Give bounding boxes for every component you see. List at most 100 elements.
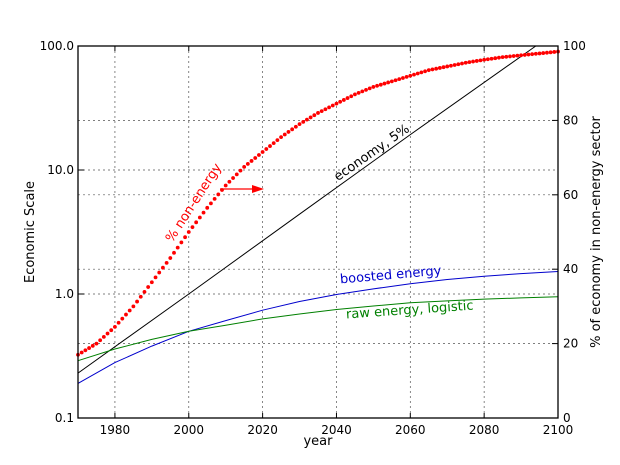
y-tick-label-left: 100.0 xyxy=(40,39,74,53)
non-energy-point xyxy=(105,331,110,336)
non-energy-point xyxy=(519,53,523,58)
plot-frame xyxy=(77,45,559,419)
non-energy-point xyxy=(397,77,402,82)
non-energy-point xyxy=(548,50,553,55)
non-energy-point xyxy=(172,250,176,255)
non-energy-point xyxy=(471,59,475,64)
non-energy-point xyxy=(360,89,365,94)
non-energy-point xyxy=(308,115,313,120)
non-energy-point xyxy=(378,82,383,87)
non-energy-point xyxy=(138,294,143,299)
y-tick-label-right: 40 xyxy=(563,262,578,276)
non-energy-point xyxy=(290,127,295,132)
non-energy-point xyxy=(297,122,302,127)
non-energy-point xyxy=(293,124,298,129)
non-energy-point xyxy=(533,51,538,56)
non-energy-point xyxy=(124,312,128,317)
non-energy-point xyxy=(530,52,535,57)
non-energy-point xyxy=(401,76,405,80)
non-energy-point xyxy=(301,119,306,124)
series-line-economy-5 xyxy=(77,45,537,374)
non-energy-point xyxy=(268,144,272,148)
non-energy-point xyxy=(393,78,398,83)
x-tick-label: 2000 xyxy=(173,423,204,437)
non-energy-point xyxy=(79,350,84,355)
non-energy-point xyxy=(541,51,546,55)
non-energy-point xyxy=(223,183,228,188)
non-energy-point xyxy=(257,153,261,157)
non-energy-point xyxy=(353,92,357,97)
y-tick-label-right: 0 xyxy=(563,411,571,425)
non-energy-point xyxy=(463,60,468,65)
x-tick-label: 2060 xyxy=(395,423,426,437)
non-energy-point xyxy=(209,201,213,206)
non-energy-point xyxy=(175,245,180,250)
non-energy-point xyxy=(157,270,162,275)
non-energy-point xyxy=(441,65,446,70)
annotation-boosted-energy: boosted energy xyxy=(339,264,442,288)
non-energy-point xyxy=(341,98,346,102)
non-energy-point xyxy=(493,56,498,61)
non-energy-point xyxy=(227,179,232,184)
non-energy-point xyxy=(452,63,457,67)
y-axis-label-left: Economic Scale xyxy=(23,181,38,283)
non-energy-point xyxy=(456,62,461,67)
non-energy-point xyxy=(201,210,206,215)
non-energy-point xyxy=(113,324,117,329)
non-energy-point xyxy=(419,70,424,75)
non-energy-point xyxy=(382,81,387,86)
y-tick-label-left: 0.1 xyxy=(55,411,74,425)
non-energy-point xyxy=(356,90,361,95)
non-energy-point xyxy=(238,168,243,173)
non-energy-point xyxy=(415,71,420,76)
non-energy-point xyxy=(120,316,125,321)
non-energy-point xyxy=(90,343,95,348)
non-energy-point xyxy=(426,68,431,73)
non-energy-point xyxy=(146,285,151,289)
non-energy-point xyxy=(371,85,376,89)
non-energy-point xyxy=(116,320,121,325)
non-energy-point xyxy=(131,304,136,309)
non-energy-point xyxy=(522,53,527,57)
non-energy-point xyxy=(231,176,235,180)
non-energy-point xyxy=(330,103,335,108)
non-energy-point xyxy=(515,53,520,58)
non-energy-point xyxy=(83,348,88,353)
non-energy-point xyxy=(434,66,439,71)
non-energy-point xyxy=(430,67,435,72)
annotation-non-energy: % non-energy xyxy=(163,161,225,246)
non-energy-point xyxy=(511,54,516,58)
annotation-economy: economy, 5% xyxy=(331,122,412,185)
non-energy-point xyxy=(183,235,187,240)
non-energy-point xyxy=(179,240,184,245)
non-energy-point xyxy=(423,69,427,74)
non-energy-point xyxy=(545,50,549,55)
non-energy-point xyxy=(367,86,372,91)
non-energy-point xyxy=(216,192,221,197)
non-energy-point xyxy=(242,165,247,169)
non-energy-point xyxy=(478,58,483,63)
non-energy-point xyxy=(279,135,283,140)
non-energy-point xyxy=(286,130,291,134)
grid-layer xyxy=(78,46,558,418)
x-tick-label: 2020 xyxy=(247,423,278,437)
non-energy-point xyxy=(316,111,320,115)
non-energy-point xyxy=(264,147,269,151)
non-energy-point xyxy=(364,87,368,92)
non-energy-point xyxy=(408,73,413,78)
non-energy-point xyxy=(94,341,99,346)
non-energy-point xyxy=(282,132,287,137)
non-energy-point xyxy=(234,172,239,177)
non-energy-point xyxy=(349,94,354,99)
non-energy-point xyxy=(305,117,309,122)
non-energy-point xyxy=(319,109,324,113)
non-energy-point xyxy=(190,225,195,230)
non-energy-point xyxy=(245,162,250,166)
non-energy-point xyxy=(375,83,379,88)
y-axis-label-right: % of economy in non-energy sector xyxy=(589,115,604,347)
non-energy-point xyxy=(489,56,494,61)
right-axis-arrow xyxy=(220,185,264,193)
non-energy-point xyxy=(260,150,265,154)
non-energy-point xyxy=(275,138,280,143)
arrow-head xyxy=(252,185,264,193)
